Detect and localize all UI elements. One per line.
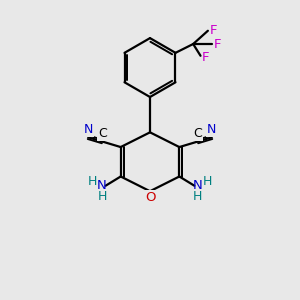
Text: N: N [97, 179, 107, 192]
Text: H: H [193, 190, 203, 202]
Text: N: N [84, 123, 93, 136]
Text: F: F [209, 24, 217, 37]
Text: F: F [202, 51, 210, 64]
Text: O: O [145, 191, 155, 204]
Text: N: N [193, 179, 203, 192]
Text: H: H [88, 175, 97, 188]
Text: C: C [193, 127, 202, 140]
Text: N: N [207, 123, 216, 136]
Text: H: H [98, 190, 107, 202]
Text: H: H [203, 175, 212, 188]
Text: F: F [214, 38, 221, 50]
Text: C: C [98, 127, 107, 140]
